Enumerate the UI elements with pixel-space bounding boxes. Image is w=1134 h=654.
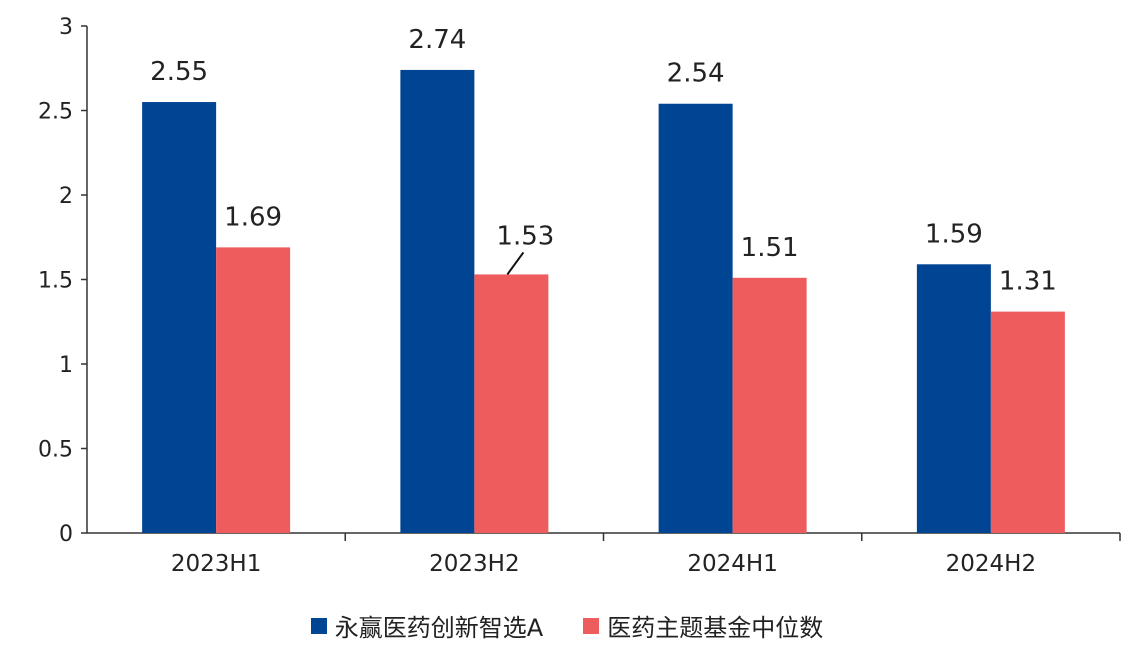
legend-label-series-2: 医药主题基金中位数 — [607, 614, 824, 642]
data-labels: 2.55 1.69 2.74 1.53 2.54 1.51 1.59 1.31 — [150, 25, 1057, 297]
bar-chart: 0 0.5 1 1.5 2 2.5 3 2023H1 2023H2 2024H1 2024H2 2.… — [38, 15, 1121, 577]
bar-series-2 — [732, 277, 807, 533]
data-label-series-2: 1.51 — [741, 233, 799, 263]
legend-swatch-series-2 — [583, 617, 600, 634]
y-tick-label: 3 — [59, 15, 73, 40]
legend-swatch-series-1 — [310, 617, 327, 634]
bar-series-1 — [142, 102, 217, 534]
data-label-series-2: 1.53 — [496, 221, 554, 251]
legend-item-series-1: 永赢医药创新智选A — [310, 608, 544, 643]
bars — [142, 69, 1065, 534]
x-tick-label: 2023H2 — [429, 551, 519, 577]
data-label-leader-line — [506, 251, 525, 276]
y-tick-label: 2.5 — [38, 100, 73, 125]
data-label-series-1: 2.74 — [408, 25, 466, 55]
bar-series-1 — [400, 69, 475, 533]
bar-series-2 — [216, 247, 291, 533]
data-label-series-1: 2.55 — [150, 57, 208, 87]
axes: 0 0.5 1 1.5 2 2.5 3 2023H1 2023H2 2024H1 2024H2 — [38, 15, 1121, 577]
y-tick-label: 1.5 — [38, 269, 73, 294]
legend-item-series-2: 医药主题基金中位数 — [583, 608, 823, 643]
x-tick-label: 2023H1 — [171, 551, 261, 577]
data-label-series-2: 1.69 — [224, 202, 282, 232]
legend-label-series-1: 永赢医药创新智选A — [334, 614, 544, 642]
data-label-series-2: 1.31 — [999, 267, 1057, 297]
x-tick-label: 2024H2 — [946, 551, 1036, 577]
data-label-series-1: 1.59 — [925, 219, 983, 249]
y-tick-label: 0 — [59, 522, 73, 547]
y-tick-label: 2 — [59, 184, 73, 209]
data-label-series-1: 2.54 — [667, 59, 725, 89]
y-tick-label: 0.5 — [38, 438, 73, 463]
x-tick-label: 2024H1 — [687, 551, 777, 577]
bar-series-1 — [916, 264, 991, 533]
bar-series-2 — [474, 274, 549, 533]
y-tick-label: 1 — [59, 353, 73, 378]
legend: 永赢医药创新智选A 医药主题基金中位数 — [0, 608, 1134, 643]
bar-series-2 — [990, 311, 1065, 533]
bar-series-1 — [658, 103, 733, 534]
